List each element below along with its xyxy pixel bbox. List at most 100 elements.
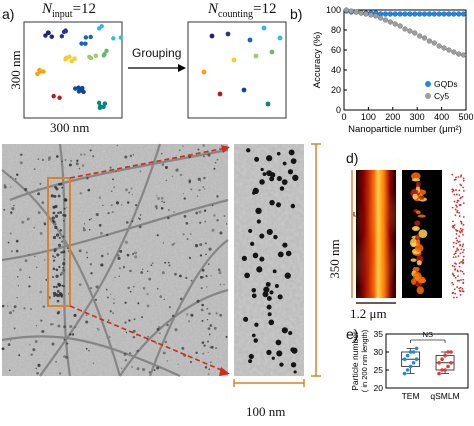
tem-particle [62, 285, 65, 288]
data-point [417, 11, 423, 17]
input-dot [101, 53, 106, 58]
localization-point [457, 176, 460, 178]
tem-particle [32, 348, 36, 352]
tem-particle [173, 211, 175, 213]
input-dot [45, 30, 51, 35]
input-dot [43, 33, 48, 38]
widefield-texture [356, 170, 396, 298]
input-dot [51, 93, 56, 99]
tem-particle [148, 277, 152, 281]
legend-marker [425, 81, 431, 87]
tem-particle [156, 234, 159, 237]
tem-particle [81, 164, 85, 167]
tem-particle [209, 324, 213, 327]
localization-point [459, 286, 462, 289]
tem-particle [132, 154, 134, 156]
tem-particle [198, 210, 202, 214]
data-point [446, 11, 452, 17]
zoom-particle [248, 353, 254, 360]
localization-point [454, 276, 457, 279]
y-tick-label: 30 [374, 347, 384, 357]
localization-point [457, 275, 459, 278]
tem-particle [168, 305, 172, 309]
tem-particle [56, 299, 60, 303]
tem-particle [203, 188, 206, 190]
data-point [414, 346, 419, 351]
data-point [412, 11, 418, 17]
tem-particle [55, 274, 59, 278]
x-tick-label: 200 [385, 112, 400, 122]
localization-point [455, 233, 458, 235]
localization-point [459, 231, 462, 234]
localization-point [453, 179, 456, 181]
y-tick-label: 20 [374, 383, 384, 393]
tem-particle [42, 330, 45, 333]
tem-particle [141, 316, 144, 319]
tem-particle [124, 155, 128, 159]
superres-blobs [409, 172, 428, 295]
localization-point [451, 173, 454, 176]
superres-blob [418, 229, 428, 238]
zoom-particle [259, 233, 265, 239]
tem-particle [34, 255, 36, 258]
data-point [449, 361, 453, 365]
tem-particle [52, 267, 56, 271]
tem-particle [206, 319, 209, 321]
tem-particle [125, 331, 128, 334]
zoom-arrow-bottom-head [219, 367, 230, 376]
tem-particle [113, 298, 115, 300]
tem-particle [117, 256, 121, 260]
localization-point [462, 243, 465, 246]
tem-particle [204, 366, 208, 369]
zoom-particle [288, 330, 293, 336]
tem-particle [8, 369, 11, 372]
data-point [407, 11, 413, 17]
tem-particle [157, 197, 161, 200]
data-point [436, 11, 442, 17]
selection-box [47, 177, 71, 307]
localization-point [462, 255, 465, 258]
tem-particle [179, 173, 183, 177]
tem-particle [207, 263, 210, 266]
x-category-label: TEM [402, 391, 420, 401]
tem-particle [55, 360, 57, 363]
tem-particle [162, 242, 165, 244]
zoom-particle [284, 272, 291, 279]
data-point [436, 43, 442, 49]
zoom-particle [266, 228, 273, 235]
tem-particle [156, 328, 160, 331]
tem-strand [148, 239, 229, 377]
tem-particle [9, 176, 12, 178]
input-dot [79, 41, 84, 46]
tem-particle [92, 362, 95, 365]
zoom-particle [248, 359, 253, 364]
tem-particle [13, 327, 16, 330]
tem-particle [19, 161, 23, 165]
input-dot [67, 54, 72, 59]
tem-particle [159, 295, 163, 298]
localization-point [462, 262, 464, 265]
y-tick-label: 60 [331, 45, 341, 55]
tem-particle [13, 305, 17, 309]
tem-particle [13, 204, 15, 207]
tem-particle [57, 211, 60, 214]
tem-particle [118, 267, 122, 270]
output-dots [201, 25, 283, 107]
tem-particle [125, 188, 129, 192]
tem-particle [113, 302, 115, 304]
tem-particle [62, 213, 66, 217]
tem-particle [92, 155, 95, 158]
localization-point [452, 246, 455, 248]
tem-particle [203, 209, 207, 212]
input-dot [57, 95, 62, 100]
data-point [377, 15, 384, 21]
tem-particle [35, 367, 38, 370]
localization-point [461, 230, 463, 233]
tem-particle [28, 253, 30, 256]
tem-particle [55, 187, 59, 191]
tem-particle [125, 221, 129, 224]
tem-particle [195, 211, 199, 215]
tem-particle [64, 159, 67, 162]
tem-particle [183, 197, 186, 200]
tem-particle [213, 167, 216, 170]
